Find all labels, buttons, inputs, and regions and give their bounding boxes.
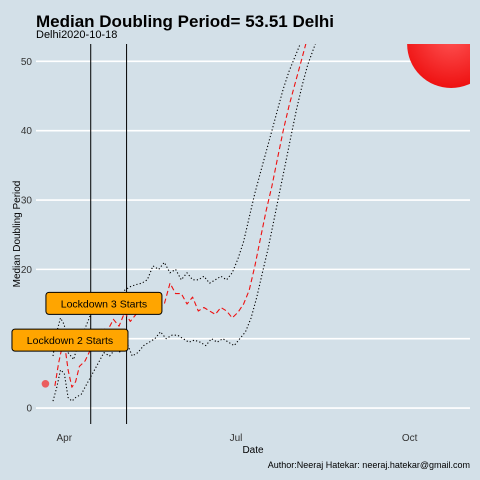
y-axis-label: Median Doubling Period xyxy=(12,181,23,288)
median-doubling-line xyxy=(54,44,307,388)
lockdown-label-box xyxy=(11,328,129,352)
bubble-point xyxy=(407,44,470,88)
lockdown-label-box xyxy=(45,291,163,315)
y-tick-label: 40 xyxy=(21,126,33,137)
lockdown-label-text: Lockdown 3 Starts xyxy=(61,298,147,310)
tick-layer: 01020304050AprJulOct xyxy=(21,57,418,444)
annotation-layer: Lockdown 2 Starts Lockdown 3 Starts xyxy=(11,291,163,352)
x-tick-label: Apr xyxy=(57,433,73,444)
x-axis-label: Date xyxy=(242,445,264,456)
y-tick-label: 50 xyxy=(21,57,33,68)
confidence-band-line xyxy=(52,44,316,402)
x-tick-label: Oct xyxy=(402,433,418,444)
chart-subtitle: Delhi2020-10-18 xyxy=(36,29,117,41)
x-tick-label: Jul xyxy=(230,433,243,444)
confidence-band-line xyxy=(52,44,302,361)
y-tick-label: 0 xyxy=(26,404,32,415)
y-tick-label: 20 xyxy=(21,265,33,276)
data-layer xyxy=(41,44,470,424)
lockdown-label-text: Lockdown 2 Starts xyxy=(27,335,113,347)
chart-caption: Author:Neeraj Hatekar: neeraj.hatekar@gm… xyxy=(268,460,470,470)
y-tick-label: 30 xyxy=(21,196,33,207)
chart-title: Median Doubling Period= 53.51 Delhi xyxy=(36,12,334,31)
data-point xyxy=(41,379,50,388)
grid-layer xyxy=(36,60,470,409)
